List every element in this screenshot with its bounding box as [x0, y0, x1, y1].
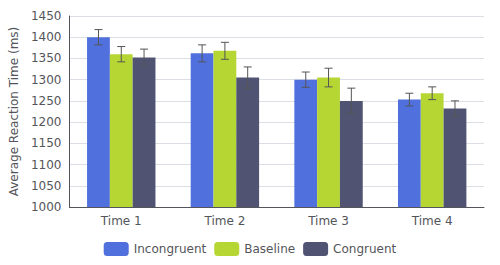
svg-text:Time 2: Time 2	[203, 214, 245, 228]
svg-text:1000: 1000	[31, 200, 62, 214]
svg-text:1150: 1150	[31, 136, 62, 150]
svg-text:Average Reaction Time (ms): Average Reaction Time (ms)	[7, 27, 21, 197]
svg-text:1200: 1200	[31, 115, 62, 129]
svg-text:Time 1: Time 1	[100, 214, 142, 228]
svg-text:Baseline: Baseline	[244, 242, 295, 256]
svg-text:Time 3: Time 3	[307, 214, 349, 228]
svg-text:Incongruent: Incongruent	[134, 242, 207, 256]
svg-text:1350: 1350	[31, 51, 62, 65]
svg-text:1300: 1300	[31, 73, 62, 87]
svg-text:1100: 1100	[31, 158, 62, 172]
svg-text:1450: 1450	[31, 9, 62, 23]
svg-text:Time 4: Time 4	[411, 214, 453, 228]
svg-text:1400: 1400	[31, 30, 62, 44]
svg-text:1250: 1250	[31, 94, 62, 108]
svg-text:1050: 1050	[31, 179, 62, 193]
svg-text:Congruent: Congruent	[333, 242, 396, 256]
